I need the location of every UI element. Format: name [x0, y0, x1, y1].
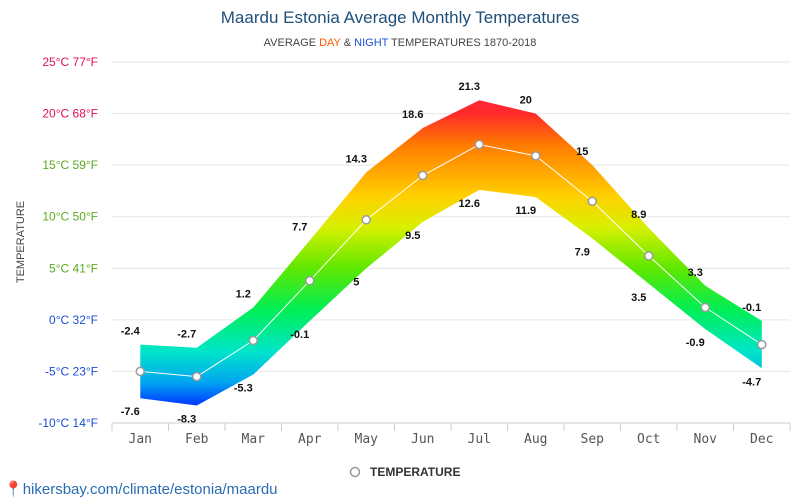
night-value-label: -4.7 [742, 376, 761, 388]
day-value-label: 18.6 [402, 109, 423, 121]
y-tick-label: 25°C 77°F [42, 55, 98, 69]
day-value-label: 1.2 [236, 288, 251, 300]
subtitle-amp: & [341, 37, 354, 49]
y-tick-label: -5°C 23°F [45, 364, 98, 378]
night-value-label: -7.6 [121, 406, 140, 418]
x-tick-label: Mar [242, 432, 266, 447]
temperature-chart: Maardu Estonia Average Monthly Temperatu… [15, 8, 791, 479]
x-tick-label: Oct [637, 432, 660, 447]
subtitle-day: DAY [319, 37, 341, 49]
day-value-label: 20 [520, 95, 532, 107]
x-axis-ticks: Jan Feb Mar Apr May Jun Jul Aug Sep Oct Nov Dec [111, 423, 791, 447]
mean-temperature-point[interactable] [135, 366, 145, 377]
data-labels: -2.4 -2.7 1.2 7.7 14.3 18.6 21.3 20 15 8.9 3.3 -0.1… [121, 81, 761, 425]
x-tick-label: May [355, 432, 379, 447]
mean-temperature-point[interactable] [361, 215, 371, 225]
y-tick-label: -10°C 14°F [38, 416, 98, 430]
mean-temperature-point[interactable] [531, 151, 541, 161]
x-tick-label: Aug [524, 432, 547, 447]
x-tick-label: Jan [129, 432, 152, 447]
mean-temperature-point[interactable] [305, 275, 315, 286]
night-value-label: 9.5 [405, 230, 420, 242]
x-tick-label: Jul [468, 432, 491, 447]
day-value-label: 15 [576, 146, 588, 158]
night-value-label: 7.9 [575, 246, 590, 258]
y-tick-label: 5°C 41°F [49, 261, 98, 275]
x-tick-label: Apr [298, 432, 322, 447]
y-tick-label: 15°C 59°F [42, 158, 98, 172]
chart-title: Maardu Estonia Average Monthly Temperatu… [221, 8, 579, 27]
night-value-label: -0.9 [686, 337, 705, 349]
day-value-label: -2.7 [177, 329, 196, 341]
x-tick-label: Jun [411, 432, 434, 447]
subtitle-night: NIGHT [354, 37, 389, 49]
temperature-band [140, 100, 762, 406]
x-tick-label: Feb [185, 432, 209, 447]
mean-temperature-point[interactable] [418, 170, 428, 181]
x-tick-label: Sep [581, 432, 605, 447]
day-value-label: 14.3 [346, 153, 367, 165]
day-value-label: -0.1 [742, 302, 761, 314]
subtitle-prefix: AVERAGE [264, 37, 319, 49]
day-value-label: 7.7 [292, 221, 307, 233]
y-tick-label: 10°C 50°F [42, 210, 98, 224]
night-value-label: 11.9 [515, 205, 536, 217]
mean-temperature-point[interactable] [587, 196, 597, 206]
location-pin-icon: 📍 [4, 481, 23, 498]
footer-url: hikersbay.com/climate/estonia/maardu [22, 481, 278, 498]
legend[interactable]: TEMPERATURE [349, 465, 461, 479]
mean-temperature-point[interactable] [644, 251, 654, 261]
footer-link[interactable]: 📍hikersbay.com/climate/estonia/maardu [4, 480, 278, 498]
night-value-label: 12.6 [459, 198, 480, 210]
night-value-label: -8.3 [177, 413, 196, 425]
mean-temperature-point[interactable] [700, 302, 710, 313]
x-tick-label: Nov [694, 432, 718, 447]
x-tick-label: Dec [750, 432, 773, 447]
temperature-series [135, 139, 767, 382]
mean-temperature-point[interactable] [474, 139, 484, 150]
subtitle-suffix: TEMPERATURES 1870-2018 [388, 37, 536, 49]
chart-subtitle: AVERAGE DAY & NIGHT TEMPERATURES 1870-20… [264, 37, 537, 49]
day-night-range-area [140, 100, 762, 406]
y-axis-ticks: 25°C 77°F 20°C 68°F 15°C 59°F 10°C 50°F 5°C … [38, 55, 98, 430]
y-tick-label: 20°C 68°F [42, 107, 98, 121]
mean-temperature-line [140, 143, 763, 378]
mean-temperature-point[interactable] [192, 371, 202, 382]
legend-label: TEMPERATURE [370, 465, 460, 479]
day-value-label: 8.9 [631, 209, 646, 221]
y-tick-label: 0°C 32°F [49, 313, 98, 327]
night-value-label: 3.5 [631, 292, 646, 304]
day-value-label: -2.4 [121, 326, 141, 338]
mean-temperature-point[interactable] [757, 339, 767, 350]
y-axis-label: TEMPERATURE [15, 201, 27, 283]
legend-marker [349, 466, 361, 478]
night-value-label: -0.1 [290, 329, 309, 341]
day-value-label: 3.3 [688, 267, 703, 279]
night-value-label: 5 [353, 276, 359, 288]
day-value-label: 21.3 [459, 81, 480, 93]
mean-temperature-point[interactable] [248, 335, 258, 346]
night-value-label: -5.3 [234, 383, 253, 395]
